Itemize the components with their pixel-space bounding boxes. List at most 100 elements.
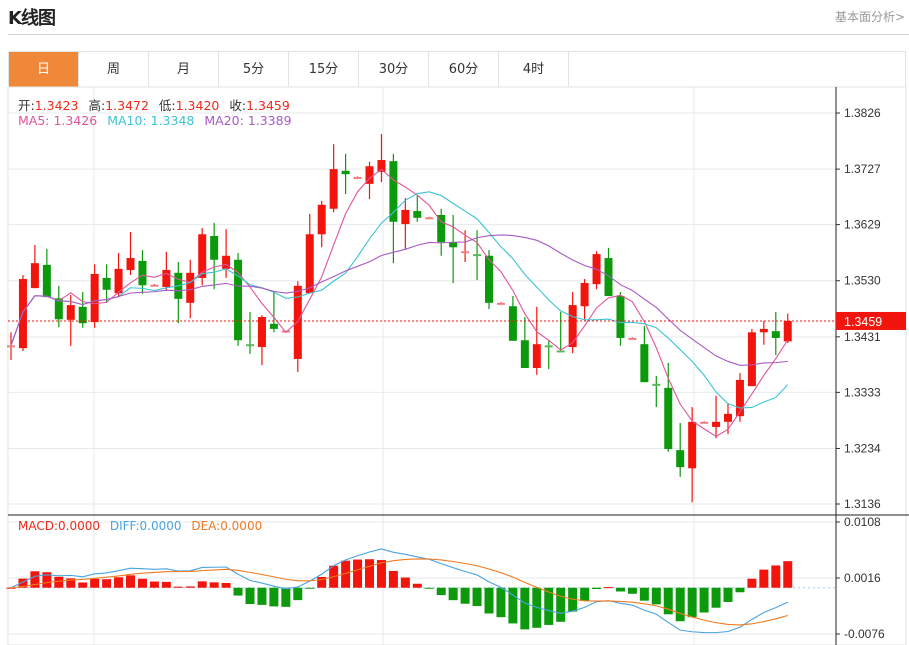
macd-bar [114,577,124,588]
candle-body [771,331,780,338]
macd-bar [663,587,673,615]
macd-tick-label: 0.0016 [844,571,881,585]
ma5-value: MA5: 1.3426 [18,113,98,128]
macd-bar [580,587,590,601]
macd-bar [759,569,769,588]
candle-body [616,296,625,338]
low-value: 1.3420 [175,98,220,113]
candle-body [508,306,517,341]
candle-body [317,204,326,235]
tab-5min[interactable]: 5分 [219,52,289,87]
candle-body [30,263,39,289]
macd-bar [508,587,518,624]
macd-bar [556,587,566,622]
macd-value: MACD:0.0000 [18,519,101,533]
ma5-line [10,168,789,437]
candle-body [54,298,63,320]
candle-body [759,328,768,333]
candle-body [461,251,470,254]
candle-body [688,421,697,469]
candle-body [102,277,111,290]
tab-month[interactable]: 月 [149,52,219,87]
tab-30min[interactable]: 30分 [359,52,429,87]
high-label: 高: [88,98,106,113]
tab-week[interactable]: 周 [79,52,149,87]
tab-4hour[interactable]: 4时 [499,52,569,87]
candle-body [580,283,589,307]
candle-body [126,258,135,270]
macd-bar [711,587,721,608]
macd-bar [149,581,159,588]
price-tick-label: 1.3826 [844,106,881,120]
candle-body [341,170,350,175]
macd-bar [472,587,482,607]
macd-bar [30,571,40,588]
candle-body [353,177,362,180]
candle-body [676,450,685,468]
macd-bar [161,581,171,588]
candle-body [234,259,243,341]
open-value: 1.3423 [34,98,79,113]
candle-body [652,383,661,386]
macd-bar [675,587,685,622]
macd-bar [747,578,757,588]
macd-bar [496,587,506,618]
candle-body [162,269,171,287]
macd-bar [365,559,374,588]
tab-60min[interactable]: 60分 [429,52,499,87]
candle-body [42,264,51,298]
macd-readout: MACD:0.0000 DIFF:0.0000 DEA:0.0000 [18,519,268,533]
price-tick-label: 1.3136 [844,497,881,511]
macd-bar [221,583,231,588]
last-price-badge [836,311,906,330]
macd-bar [54,576,64,588]
candle-body [66,305,75,320]
candle-body [604,258,613,297]
macd-bar [197,581,207,588]
macd-bar [783,561,793,588]
macd-bar [137,578,147,588]
macd-bar [460,587,470,604]
candle-body [198,234,207,278]
candle-body [293,285,302,359]
macd-bar [233,587,243,596]
candle-body [532,344,541,368]
price-tick-label: 1.3727 [844,162,881,176]
macd-bar [424,587,434,589]
macd-bar [257,587,267,605]
macd-bar [281,587,291,607]
tab-15min[interactable]: 15分 [289,52,359,87]
candle-body [138,260,147,286]
candle-body [389,161,398,222]
candle-body [329,169,338,209]
macd-bar [412,583,422,588]
macd-tick-label: -0.0076 [844,627,885,641]
candle-body [496,302,505,305]
macd-bar [42,572,52,588]
macd-bar [699,587,709,613]
macd-bar [592,587,602,590]
candle-body [449,242,458,248]
ma20-value: MA20: 1.3389 [204,113,292,128]
diff-value: DIFF:0.0000 [109,519,182,533]
candle-body [544,345,553,348]
candle-body [305,234,314,294]
candle-body [724,413,732,422]
ma-readout: MA5: 1.3426 MA10: 1.3348 MA20: 1.3389 [18,113,298,128]
candle-body [7,345,15,348]
macd-bar [436,587,446,596]
macd-tick-label: 0.0108 [844,515,881,529]
ohlc-readout: 开:1.3423 高:1.3472 低:1.3420 收:1.3459 [18,95,296,114]
low-label: 低: [158,98,176,113]
macd-bar [78,582,88,588]
candle-body [365,166,374,184]
candle-body [413,211,422,218]
ma10-value: MA10: 1.3348 [107,113,195,128]
candle-body [700,421,709,424]
candle-body [90,273,99,323]
candle-body [712,421,721,427]
fundamental-analysis-link[interactable]: 基本面分析> [834,10,905,24]
tab-day[interactable]: 日 [9,52,79,87]
price-tick-label: 1.3431 [844,330,881,344]
